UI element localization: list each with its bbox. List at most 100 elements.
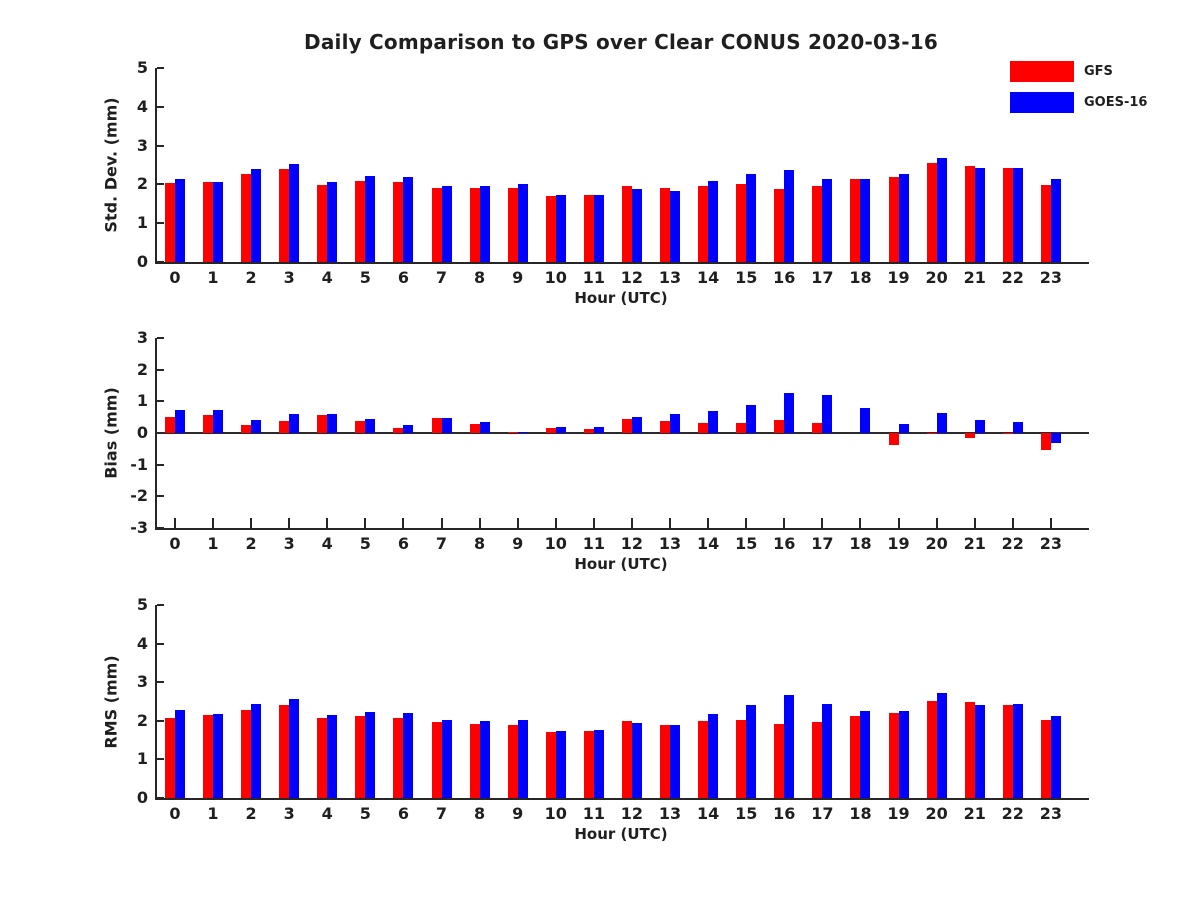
y-tick-label: 1 [136,749,148,769]
bar-gfs-hour-6 [393,182,404,262]
bar-goes-16-hour-12 [631,723,642,798]
bar-gfs-hour-16 [774,419,785,433]
bar-goes-16-hour-22 [1012,421,1023,433]
bar-gfs-hour-2 [241,709,252,798]
bar-goes-16-hour-18 [860,710,871,798]
bar-goes-16-hour-1 [212,182,223,262]
bar-goes-16-hour-11 [593,730,604,798]
x-tick-label: 8 [474,804,486,823]
x-tick-label: 17 [811,534,834,553]
bar-gfs-hour-15 [736,183,747,262]
bar-gfs-hour-13 [660,724,671,798]
x-tick-mark [326,518,329,528]
bar-gfs-hour-21 [964,433,975,438]
bar-gfs-hour-9 [507,724,518,798]
bar-gfs-hour-11 [583,730,594,798]
bar-goes-16-hour-13 [670,191,681,262]
plot-area-bias: -3 -2 -1 0 1 2 3 0 1 2 3 4 5 6 7 8 9 10 11 12 13 14 15 16 17 18 19… [130,330,1089,552]
x-tick-label: 8 [474,268,486,287]
y-tick-label: 3 [136,135,148,155]
x-tick-label: 22 [1001,804,1024,823]
x-tick-label: 19 [887,804,910,823]
bar-goes-16-hour-18 [860,178,871,262]
bar-gfs-hour-3 [279,705,290,798]
bar-gfs-hour-10 [545,428,556,433]
bar-gfs-hour-8 [469,423,480,433]
bar-gfs-hour-12 [621,720,632,798]
x-tick-label: 20 [925,534,948,553]
x-tick-label: 12 [620,534,644,553]
bar-gfs-hour-1 [202,182,213,262]
bar-goes-16-hour-12 [631,416,642,433]
y-tick-mark [157,797,164,799]
x-tick-label: 21 [963,534,986,553]
bar-gfs-hour-10 [545,731,556,798]
y-tick-label: -1 [130,454,148,474]
bar-gfs-hour-8 [469,723,480,798]
bar-goes-16-hour-13 [670,414,681,433]
x-tick-label: 11 [582,804,605,823]
bar-goes-16-hour-6 [403,425,414,433]
x-tick-label: 5 [359,804,371,823]
x-tick-label: 22 [1001,534,1024,553]
bar-gfs-hour-4 [317,717,328,798]
y-tick-mark [157,495,164,498]
bar-goes-16-hour-11 [593,194,604,262]
bar-goes-16-hour-10 [555,730,566,798]
y-tick-label: -2 [130,486,148,506]
bar-goes-16-hour-9 [517,184,528,262]
x-tick-label: 23 [1039,534,1063,553]
x-tick-label: 1 [207,268,219,287]
bar-gfs-hour-7 [431,417,442,433]
y-tick-label: -3 [130,518,148,537]
bar-gfs-hour-17 [812,185,823,262]
x-tick-label: 5 [359,534,371,553]
x-tick-label: 10 [544,534,567,553]
y-tick-mark [157,758,164,761]
bar-gfs-hour-1 [202,414,213,433]
bar-gfs-hour-7 [431,188,442,262]
x-tick-label: 19 [887,268,910,287]
bar-gfs-hour-2 [241,425,252,433]
x-tick-label: 11 [582,534,605,553]
bar-goes-16-hour-0 [174,410,185,433]
plot-area-rms: 0 1 2 3 4 5 0 1 2 3 4 5 6 7 8 9 10 11 12 13 14 15 16 17 18 19 20 21… [137,597,1089,822]
bar-gfs-hour-12 [621,186,632,262]
bar-goes-16-hour-22 [1012,704,1023,798]
x-tick-label: 6 [397,534,409,553]
x-tick-label: 0 [169,268,181,287]
x-tick-mark [821,518,824,528]
x-tick-label: 6 [397,804,409,823]
y-tick-label: 5 [136,58,148,77]
bar-gfs-hour-15 [736,422,747,433]
x-tick-label: 15 [735,804,758,823]
bar-goes-16-hour-16 [784,393,795,433]
bar-gfs-hour-7 [431,721,442,798]
x-tick-mark [250,518,253,528]
y-tick-mark [157,67,164,69]
bar-goes-16-hour-15 [746,705,757,798]
bar-goes-16-hour-18 [860,408,871,433]
y-tick-mark [157,642,164,645]
bar-gfs-hour-9 [507,432,518,434]
bar-gfs-hour-15 [736,720,747,798]
x-tick-label: 11 [582,268,605,287]
y-tick-mark [157,105,164,108]
bar-goes-16-hour-10 [555,194,566,262]
zero-line [157,432,1089,434]
bar-goes-16-hour-21 [974,704,985,798]
x-tick-mark [440,518,443,528]
bar-gfs-hour-13 [660,420,671,433]
x-tick-mark [859,518,862,528]
x-tick-mark [478,518,481,528]
bar-gfs-hour-16 [774,724,785,798]
x-tick-label: 13 [658,804,682,823]
bar-goes-16-hour-6 [403,713,414,798]
bar-gfs-hour-13 [660,188,671,262]
y-tick-mark [157,337,164,339]
y-tick-label: 1 [136,391,148,411]
x-tick-label: 1 [207,534,219,553]
x-tick-label: 0 [169,534,181,553]
bar-goes-16-hour-4 [327,182,338,262]
x-tick-mark [669,518,672,528]
